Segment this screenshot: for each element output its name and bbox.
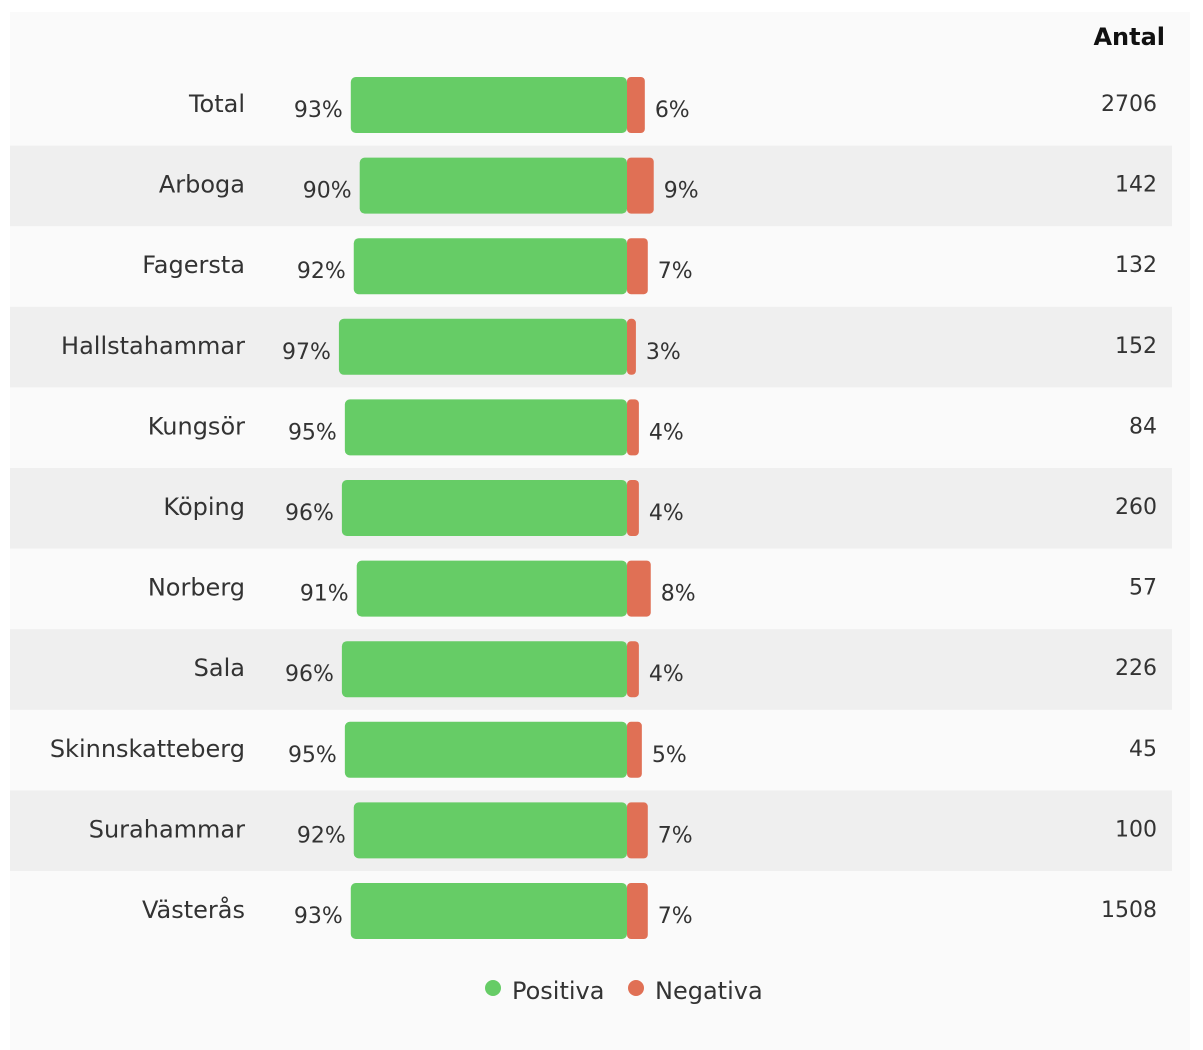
positive-bar [338,318,627,375]
positive-bar [359,157,627,214]
count: 45 [1129,737,1157,762]
count: 2706 [1101,92,1157,117]
positive-bar [344,399,627,456]
count-header: Antal [1093,23,1165,51]
positive-label: 96% [285,662,334,687]
count: 142 [1115,173,1157,198]
negative-bar [627,399,639,456]
negative-label: 5% [652,743,687,768]
count: 226 [1115,656,1157,681]
row-label: Sala [194,654,245,682]
negative-label: 8% [661,582,696,607]
count: 1508 [1101,898,1157,923]
negative-bar [627,238,648,295]
negative-label: 4% [649,662,684,687]
negative-label: 7% [658,904,693,929]
row-label: Surahammar [89,815,245,843]
legend-swatch [628,980,644,996]
positive-bar [353,802,627,859]
negative-bar [627,721,642,778]
negative-label: 6% [655,98,690,123]
positive-label: 90% [303,179,352,204]
legend-label: Negativa [655,977,763,1005]
positive-label: 92% [297,259,346,284]
count: 152 [1115,334,1157,359]
positive-bar [356,560,627,617]
positive-label: 91% [300,582,349,607]
row-label: Fagersta [142,251,245,279]
positive-label: 92% [297,823,346,848]
count: 132 [1115,253,1157,278]
negative-label: 3% [646,340,681,365]
negative-label: 9% [664,179,699,204]
row-label: Total [188,90,245,118]
negative-bar [627,480,639,536]
row-label: Arboga [159,171,245,199]
negative-label: 4% [649,420,684,445]
positive-bar [350,77,627,133]
positive-label: 97% [282,340,331,365]
positive-label: 95% [288,420,337,445]
count: 84 [1129,414,1157,439]
negative-label: 7% [658,823,693,848]
positive-label: 93% [294,98,343,123]
negative-bar [627,77,645,133]
row-label: Västerås [142,895,245,924]
positive-label: 93% [294,904,343,929]
negative-bar [627,883,648,939]
count: 260 [1115,495,1157,520]
row-label: Köping [163,493,245,521]
positive-label: 95% [288,743,337,768]
negative-bar [627,560,651,617]
negative-bar [627,318,636,375]
positive-bar [341,641,627,698]
positive-bar [344,721,627,778]
row-label: Norberg [148,574,245,602]
row-label: Hallstahammar [61,332,245,360]
positive-bar [341,480,627,536]
count: 57 [1129,576,1157,601]
legend-label: Positiva [512,977,604,1005]
negative-bar [627,641,639,698]
negative-bar [627,157,654,214]
row-label: Kungsör [148,412,245,440]
positive-label: 96% [285,501,334,526]
positive-bar [350,883,627,939]
positive-bar [353,238,627,295]
legend-swatch [485,980,501,996]
negative-label: 7% [658,259,693,284]
negative-label: 4% [649,501,684,526]
count: 100 [1115,817,1157,842]
negative-bar [627,802,648,859]
row-label: Skinnskatteberg [50,735,245,763]
